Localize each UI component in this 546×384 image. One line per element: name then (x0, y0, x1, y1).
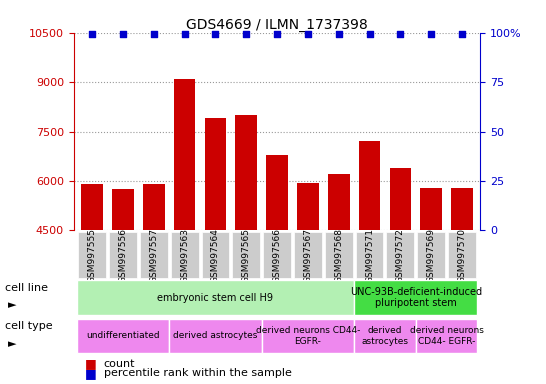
Bar (174, 79, 195, 379)
Text: GSM997557: GSM997557 (150, 228, 158, 283)
Bar (78, 232, 106, 278)
Bar (294, 232, 322, 278)
Point (396, 31, 405, 37)
Text: ■: ■ (85, 367, 97, 380)
Bar (143, 184, 164, 379)
Point (211, 31, 220, 37)
Point (334, 31, 343, 37)
Text: derived
astrocytes: derived astrocytes (361, 326, 408, 346)
Text: GSM997572: GSM997572 (396, 228, 405, 283)
Bar (417, 232, 445, 278)
Text: ►: ► (8, 300, 17, 310)
Text: derived neurons CD44-
EGFR-: derived neurons CD44- EGFR- (256, 326, 360, 346)
Text: cell line: cell line (5, 283, 49, 293)
Bar (171, 232, 199, 278)
Point (180, 31, 189, 37)
Bar (448, 232, 476, 278)
Text: GSM997571: GSM997571 (365, 228, 374, 283)
Text: embryonic stem cell H9: embryonic stem cell H9 (157, 293, 274, 303)
Text: count: count (104, 359, 135, 369)
Bar (355, 232, 383, 278)
Point (273, 31, 282, 37)
Bar (112, 189, 134, 379)
Bar (262, 319, 354, 353)
Text: GSM997564: GSM997564 (211, 228, 220, 283)
Point (304, 31, 312, 37)
Bar (387, 232, 414, 278)
Title: GDS4669 / ILMN_1737398: GDS4669 / ILMN_1737398 (186, 18, 368, 31)
Text: GSM997556: GSM997556 (118, 228, 128, 283)
Point (150, 31, 158, 37)
Bar (390, 168, 411, 379)
Point (427, 31, 436, 37)
Bar (201, 232, 229, 278)
Text: UNC-93B-deficient-induced
pluripotent stem: UNC-93B-deficient-induced pluripotent st… (349, 287, 482, 308)
Bar (263, 232, 291, 278)
Point (118, 31, 127, 37)
Bar (109, 232, 137, 278)
Text: percentile rank within the sample: percentile rank within the sample (104, 368, 292, 378)
Text: ■: ■ (85, 357, 97, 370)
Bar (354, 280, 477, 315)
Bar (420, 187, 442, 379)
Bar (325, 232, 353, 278)
Bar (140, 232, 168, 278)
Text: cell type: cell type (5, 321, 53, 331)
Point (242, 31, 251, 37)
Point (458, 31, 466, 37)
Text: GSM997566: GSM997566 (272, 228, 282, 283)
Text: GSM997555: GSM997555 (88, 228, 97, 283)
Bar (235, 115, 257, 379)
Text: ►: ► (8, 339, 17, 349)
Bar (81, 184, 103, 379)
Text: GSM997563: GSM997563 (180, 228, 189, 283)
Bar (416, 319, 477, 353)
Text: GSM997570: GSM997570 (458, 228, 466, 283)
Bar (451, 187, 473, 379)
Text: GSM997569: GSM997569 (426, 228, 436, 283)
Text: derived neurons
CD44- EGFR-: derived neurons CD44- EGFR- (410, 326, 484, 346)
Bar (205, 118, 226, 379)
Bar (169, 319, 262, 353)
Bar (233, 232, 260, 278)
Bar (77, 280, 354, 315)
Point (365, 31, 374, 37)
Text: GSM997565: GSM997565 (242, 228, 251, 283)
Text: derived astrocytes: derived astrocytes (173, 331, 258, 341)
Bar (77, 319, 169, 353)
Bar (266, 155, 288, 379)
Bar (359, 141, 381, 379)
Text: undifferentiated: undifferentiated (86, 331, 160, 341)
Text: GSM997568: GSM997568 (334, 228, 343, 283)
Text: GSM997567: GSM997567 (304, 228, 312, 283)
Bar (354, 319, 416, 353)
Bar (297, 183, 319, 379)
Point (88, 31, 97, 37)
Bar (328, 174, 349, 379)
